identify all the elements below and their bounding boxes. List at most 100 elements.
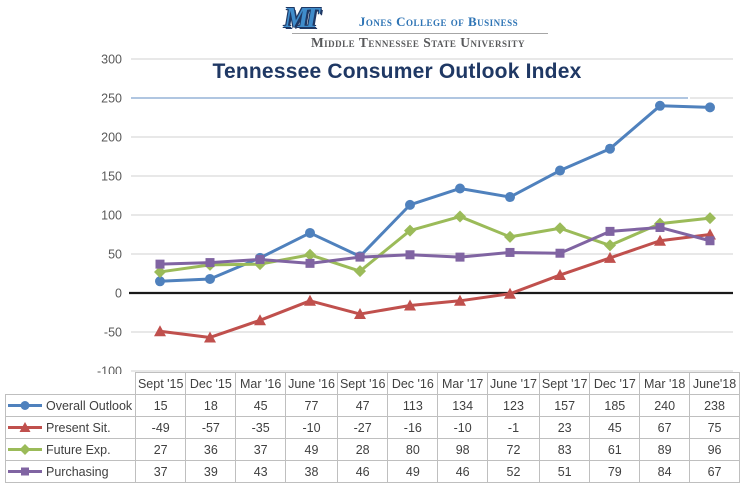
value-cell: 240 [639,394,691,417]
series-swatch-marker [20,401,30,410]
series-swatch-icon [8,401,42,410]
data-point-future-exp [354,265,366,278]
data-point-future-exp [554,222,566,235]
value-cell: 96 [689,438,740,461]
value-cell: 238 [689,394,740,417]
y-axis-label: -100 [97,365,122,375]
value-cell: -10 [437,416,489,439]
value-cell: 52 [487,460,540,483]
legend-entry: Present Sit. [8,421,133,435]
data-point-purchasing [305,258,315,268]
series-swatch-icon [8,422,42,432]
y-axis-label: 150 [101,170,122,184]
column-header: June '16 [285,372,338,395]
chart-title: Tennessee Consumer Outlook Index [212,60,582,83]
college-name: Jones College of Business [358,14,519,29]
series-label: Purchasing [46,464,109,479]
value-cell: 49 [285,438,338,461]
column-header: Mar '18 [639,372,691,395]
data-point-overall-outlook [405,199,415,210]
value-cell: 47 [336,394,389,417]
column-header: Mar '17 [437,372,489,395]
value-cell: 23 [538,416,591,439]
data-point-purchasing [355,252,365,262]
table-corner-cell [6,373,136,395]
data-point-present-sit [154,325,166,337]
legend-cell: Overall Outlook [5,394,136,417]
data-point-present-sit [654,234,666,246]
series-label: Overall Outlook [46,398,133,413]
data-point-overall-outlook [705,102,715,113]
y-axis-label: 50 [108,248,122,262]
legend-cell: Present Sit. [5,416,136,439]
data-point-overall-outlook [655,100,665,111]
series-swatch-icon [8,444,42,455]
data-point-overall-outlook [605,143,615,154]
column-header: Dec '16 [387,372,439,395]
table-header-row: Sept '15 Dec '15 Mar '16 June '16 Sept '16 De… [6,372,740,395]
data-table: Sept '15 Dec '15 Mar '16 June '16 Sept '16 De… [5,372,740,483]
data-point-future-exp [454,210,466,223]
data-point-overall-outlook [305,227,315,238]
value-cell: 134 [437,394,489,417]
data-point-purchasing [555,248,565,258]
value-cell: 123 [487,394,540,417]
value-cell: 157 [538,394,591,417]
table-row: Present Sit. -49 -57 -35 -10 -27 -16 -10 -1 23 45 6… [5,416,740,439]
data-point-future-exp [704,212,716,225]
value-cell: 45 [589,416,641,439]
series-label: Future Exp. [46,442,111,457]
value-cell: 113 [387,394,439,417]
column-header: Sept '16 [336,372,389,395]
series-line-future-exp [158,215,712,274]
value-cell: 27 [134,438,187,461]
data-point-purchasing [255,254,265,264]
value-cell: 43 [235,460,287,483]
data-point-overall-outlook [505,192,515,203]
value-cell: 36 [185,438,237,461]
value-cell: 84 [639,460,691,483]
data-point-present-sit [304,294,316,306]
series-swatch-marker [19,422,31,432]
data-point-future-exp [404,224,416,237]
value-cell: 77 [285,394,338,417]
y-axis-label: 100 [101,209,122,223]
data-point-present-sit [554,269,566,281]
value-cell: 83 [538,438,591,461]
value-cell: -35 [235,416,287,439]
data-point-purchasing [405,250,415,260]
data-point-present-sit [504,287,516,299]
value-cell: 15 [134,394,187,417]
university-header: MT Jones College of Business Middle Tenn… [278,3,548,50]
value-cell: 75 [689,416,740,439]
value-cell: 79 [589,460,641,483]
data-point-purchasing [705,236,715,246]
series-label: Present Sit. [46,420,111,435]
value-cell: -16 [387,416,439,439]
university-name: Middle Tennessee State University [310,35,526,50]
value-cell: 49 [387,460,439,483]
data-table-wrap: Sept '15 Dec '15 Mar '16 June '16 Sept '16 De… [5,372,740,483]
y-axis-label: 0 [115,287,122,301]
data-point-purchasing [455,252,465,262]
value-cell: 38 [285,460,338,483]
data-point-present-sit [204,331,216,343]
column-header: Sept '15 [134,372,187,395]
value-cell: -57 [185,416,237,439]
data-point-overall-outlook [455,183,465,194]
data-point-purchasing [505,247,515,257]
value-cell: 72 [487,438,540,461]
header-divider [292,33,548,34]
series-swatch-marker [19,444,31,455]
series-swatch-icon [8,467,42,476]
column-header: June'18 [689,372,740,395]
data-point-future-exp [154,265,166,278]
data-point-purchasing [605,226,615,236]
table-row: Purchasing 37 39 43 38 46 49 46 52 51 79 84 67 [5,460,740,483]
value-cell: 46 [336,460,389,483]
value-cell: 89 [639,438,691,461]
value-cell: -10 [285,416,338,439]
value-cell: 37 [134,460,187,483]
column-header: Sept '17 [538,372,591,395]
value-cell: 61 [589,438,641,461]
